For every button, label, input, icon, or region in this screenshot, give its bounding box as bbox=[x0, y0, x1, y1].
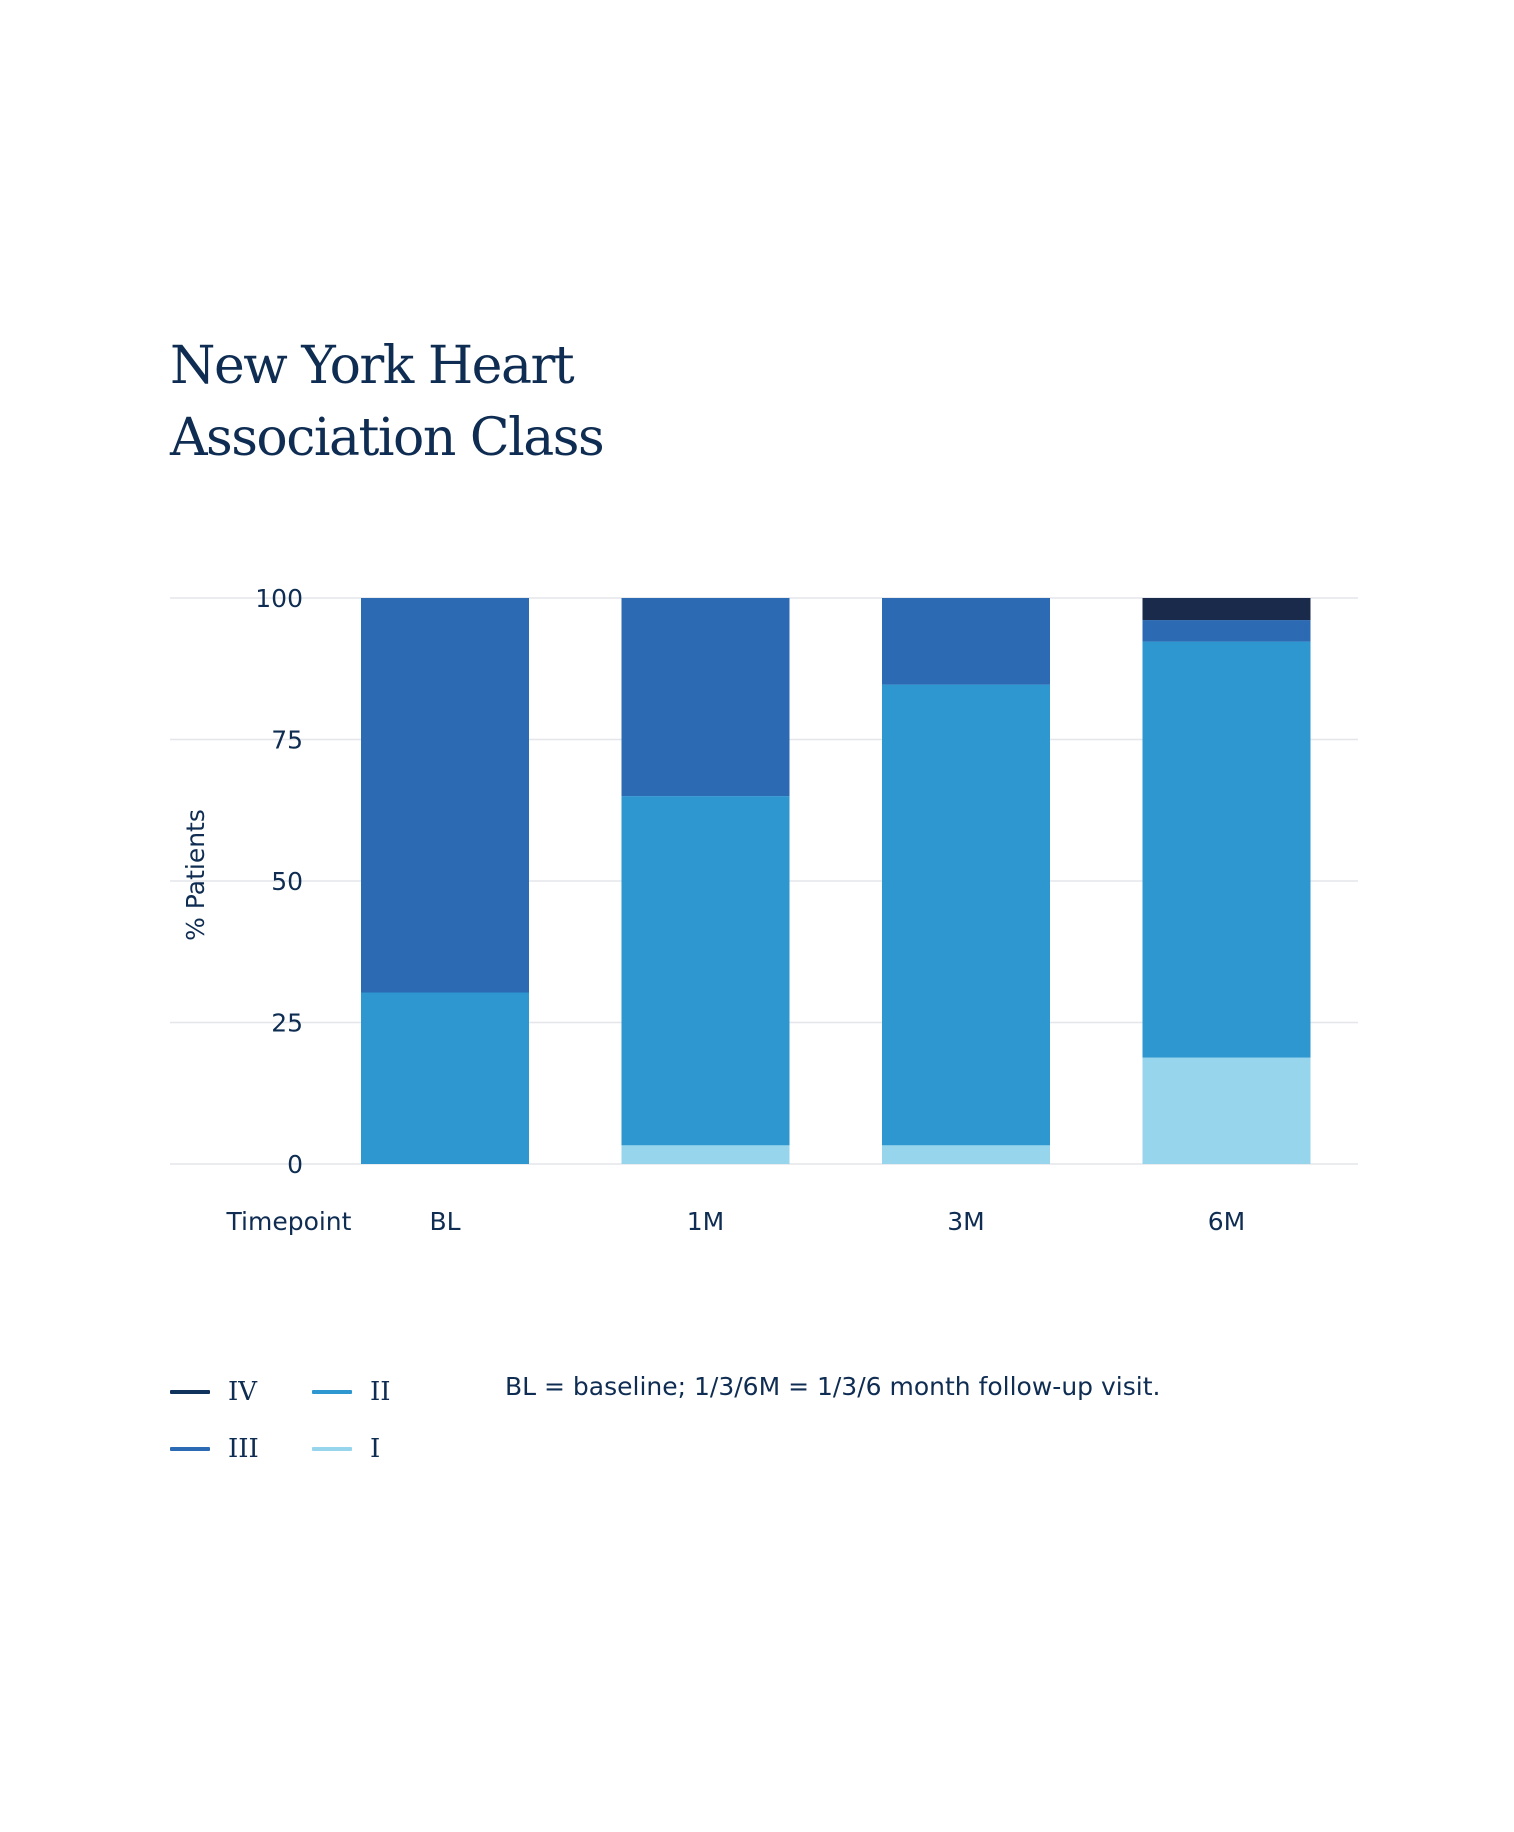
x-tick-label-1m: 1M bbox=[687, 1207, 724, 1236]
bar-6m-class-iv bbox=[1142, 598, 1311, 621]
bar-bl-class-iii bbox=[361, 598, 529, 993]
footnote: BL = baseline; 1/3/6M = 1/3/6 month foll… bbox=[505, 1372, 1161, 1401]
y-axis-label: % Patients bbox=[181, 809, 210, 941]
legend-label-ii: II bbox=[370, 1377, 391, 1407]
bar-1m-class-i bbox=[621, 1145, 790, 1164]
y-tick-label-50: 50 bbox=[271, 867, 303, 896]
legend-swatch-iii bbox=[170, 1447, 210, 1451]
bar-1m-class-ii bbox=[621, 796, 790, 1146]
legend-item-i: I bbox=[312, 1429, 380, 1469]
legend-swatch-ii bbox=[312, 1390, 352, 1394]
bar-1m-class-iii bbox=[621, 598, 790, 797]
x-tick-label-3m: 3M bbox=[947, 1207, 984, 1236]
legend-label-iii: III bbox=[228, 1434, 259, 1464]
legend-item-iii: III bbox=[170, 1429, 259, 1469]
legend-swatch-i bbox=[312, 1447, 352, 1451]
bar-3m-class-ii bbox=[882, 684, 1050, 1146]
y-tick-label-75: 75 bbox=[271, 726, 303, 755]
y-tick-label-0: 0 bbox=[287, 1150, 303, 1179]
chart-title: New York Heart Association Class bbox=[170, 330, 770, 474]
bar-3m-class-iii bbox=[882, 598, 1050, 685]
legend-swatch-iv bbox=[170, 1390, 210, 1394]
legend: IV II III I bbox=[170, 1372, 530, 1492]
x-tick-label-6m: 6M bbox=[1208, 1207, 1245, 1236]
bar-bl-class-ii bbox=[361, 992, 529, 1164]
bar-3m-class-i bbox=[882, 1145, 1050, 1164]
legend-label-iv: IV bbox=[228, 1377, 258, 1407]
chart-title-line-2: Association Class bbox=[170, 408, 605, 468]
x-tick-label-bl: BL bbox=[429, 1207, 460, 1236]
bars bbox=[361, 598, 1311, 1164]
bar-6m-class-i bbox=[1142, 1057, 1311, 1164]
legend-label-i: I bbox=[370, 1434, 381, 1464]
y-axis-ticks: 0 25 50 75 100 bbox=[255, 584, 303, 1179]
chart-title-line-1: New York Heart bbox=[170, 336, 575, 396]
y-tick-label-100: 100 bbox=[255, 584, 303, 613]
legend-item-iv: IV bbox=[170, 1372, 257, 1412]
bar-6m-class-iii bbox=[1142, 620, 1311, 642]
x-axis-ticks: BL 1M 3M 6M bbox=[429, 1207, 1245, 1236]
y-tick-label-25: 25 bbox=[271, 1009, 303, 1038]
legend-item-ii: II bbox=[312, 1372, 391, 1412]
bar-6m-class-ii bbox=[1142, 641, 1311, 1058]
x-axis-label: Timepoint bbox=[226, 1207, 352, 1236]
